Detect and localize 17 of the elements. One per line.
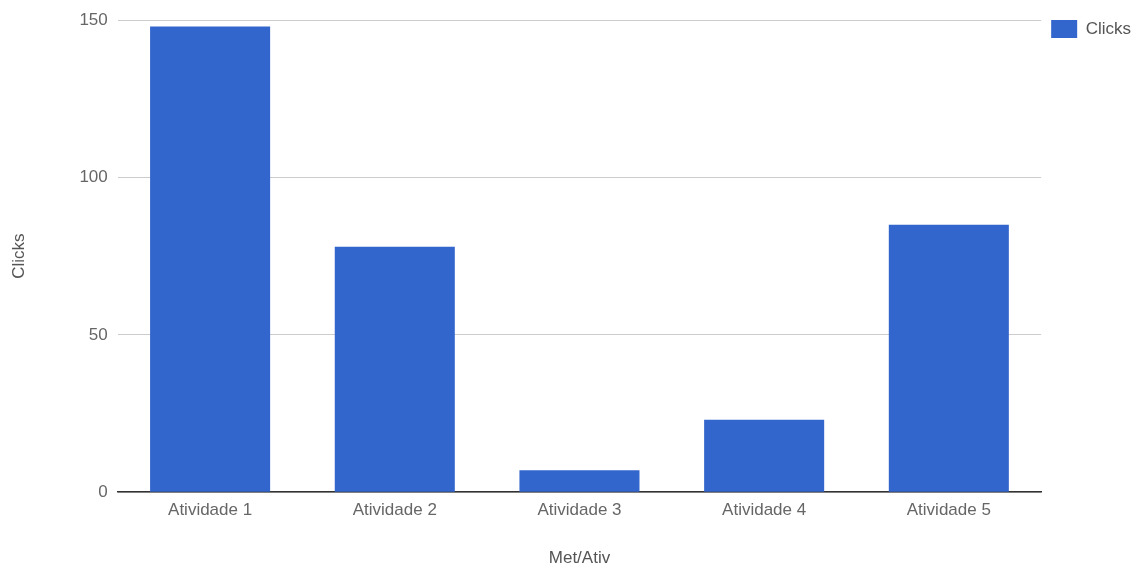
bar [519, 470, 640, 492]
x-tick-label: Atividade 1 [168, 500, 253, 520]
y-tick-label: 50 [88, 324, 108, 344]
bar [334, 246, 455, 492]
legend-label: Clicks [1085, 18, 1132, 38]
y-tick-label: 100 [79, 167, 108, 187]
bar [888, 224, 1009, 492]
bar [704, 419, 825, 492]
y-tick-label: 0 [98, 481, 108, 501]
x-tick-label: Atividade 4 [722, 500, 807, 520]
x-tick-label: Atividade 2 [352, 500, 437, 520]
x-tick-label: Atividade 5 [906, 500, 991, 520]
x-axis-title: Met/Ativ [548, 548, 611, 568]
x-tick-label: Atividade 3 [537, 500, 622, 520]
bar [150, 26, 271, 492]
y-tick-label: 150 [79, 9, 108, 29]
y-axis-title: Clicks [8, 233, 28, 279]
